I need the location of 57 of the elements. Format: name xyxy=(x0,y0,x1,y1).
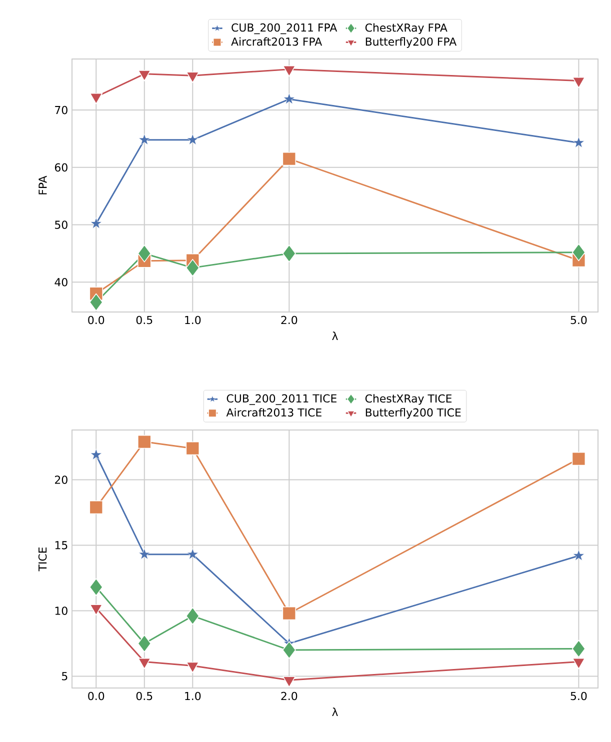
point xyxy=(572,136,585,148)
y-tick-label: 5 xyxy=(62,672,68,680)
y-tick-label: 70 xyxy=(55,106,68,114)
point xyxy=(138,70,151,82)
point xyxy=(282,641,296,659)
x-tick-label: 0.5 xyxy=(136,692,152,700)
point xyxy=(572,452,586,466)
legend-label: Butterfly200 TICE xyxy=(366,408,461,419)
x-axis-title: λ xyxy=(332,708,338,716)
y-tick-label: 60 xyxy=(54,163,68,172)
point xyxy=(138,244,152,262)
y-tick-label: 40 xyxy=(54,278,68,286)
legend-label: ChestXRay FPA xyxy=(365,23,448,34)
point xyxy=(89,293,103,312)
x-tick-label: 0.0 xyxy=(88,692,104,700)
point xyxy=(90,217,102,229)
x-tick-label: 0.5 xyxy=(136,316,152,324)
x-tick-label: 5.0 xyxy=(570,692,587,700)
legend-label: CUB_200_2011 FPA xyxy=(232,23,338,34)
y-tick-label: 50 xyxy=(55,220,68,229)
point xyxy=(282,244,296,262)
legend-label: ChestXRay TICE xyxy=(365,394,452,405)
y-axis-title: FPA xyxy=(38,176,47,194)
x-tick-label: 2.0 xyxy=(281,692,298,700)
point xyxy=(89,500,104,514)
point xyxy=(282,65,296,77)
point xyxy=(89,578,103,596)
y-axis-title: TICE xyxy=(38,547,47,572)
x-tick-label: 1.0 xyxy=(185,316,201,324)
legend-label: CUB_200_2011 TICE xyxy=(226,394,336,405)
point xyxy=(186,72,200,83)
y-tick-label: 10 xyxy=(55,606,68,615)
point xyxy=(282,606,296,620)
point xyxy=(90,92,103,104)
point xyxy=(186,258,200,277)
y-tick-label: 15 xyxy=(55,541,68,550)
point xyxy=(138,548,150,560)
point xyxy=(90,448,102,460)
point xyxy=(186,607,200,625)
point xyxy=(572,243,586,262)
point xyxy=(282,152,296,166)
point xyxy=(186,441,200,456)
x-tick-label: 0.0 xyxy=(88,316,104,324)
point xyxy=(186,548,199,560)
x-tick-label: 2.0 xyxy=(281,316,298,324)
x-tick-label: 5.0 xyxy=(570,316,587,324)
x-axis-title: λ xyxy=(332,332,338,340)
point xyxy=(138,634,152,652)
y-tick-label: 20 xyxy=(55,476,68,484)
point xyxy=(572,76,586,88)
point xyxy=(138,434,152,449)
legend-label: Aircraft2013 FPA xyxy=(231,37,322,46)
legend-label: Butterfly200 FPA xyxy=(366,37,457,48)
legend-label: Aircraft2013 TICE xyxy=(226,408,322,417)
x-tick-label: 1.0 xyxy=(185,692,201,700)
point xyxy=(572,550,585,561)
point xyxy=(572,640,586,658)
